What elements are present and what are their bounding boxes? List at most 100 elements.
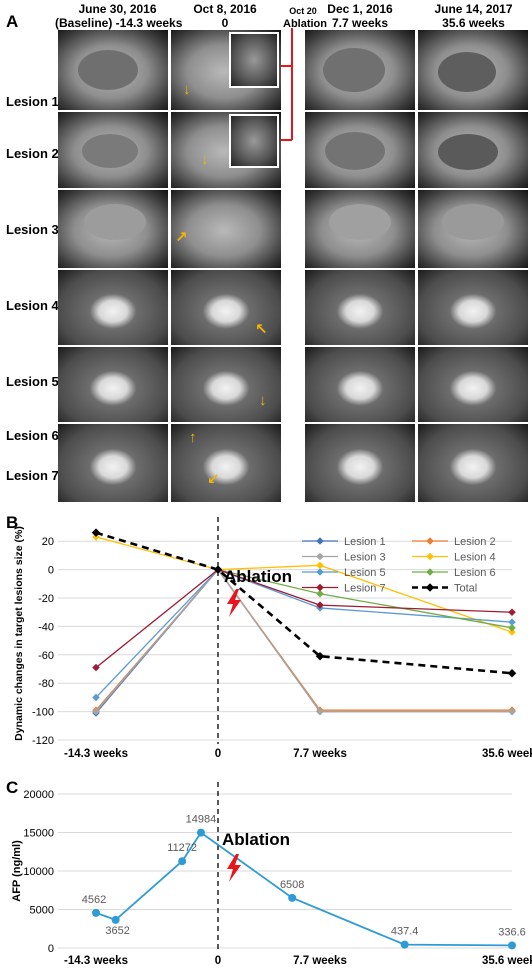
ct-scan-lesion3-oct8: ↗ — [171, 190, 281, 268]
data-point — [91, 528, 101, 538]
data-point — [508, 623, 516, 632]
legend-marker — [316, 537, 324, 545]
data-label: 6508 — [280, 879, 304, 891]
ablation-annotation: Ablation — [224, 567, 292, 586]
yellow-arrow-icon: ↖ — [255, 321, 268, 338]
x-tick-label: 0 — [215, 955, 221, 967]
data-point — [92, 693, 100, 702]
legend-label: Lesion 2 — [454, 536, 496, 548]
column-header-dec1: Dec 1, 2016 7.7 weeks — [305, 2, 415, 30]
y-tick-label: -60 — [38, 650, 54, 662]
data-label: 14984 — [186, 814, 217, 826]
data-point — [508, 941, 516, 950]
row-label-lesion-1: Lesion 1 — [6, 94, 59, 109]
data-point — [288, 893, 297, 902]
column-header-baseline: June 30, 2016 (Baseline) -14.3 weeks — [55, 2, 182, 30]
ct-scan-lesion1-dec1 — [305, 30, 415, 110]
legend-label: Lesion 6 — [454, 567, 496, 579]
column-header-date: Oct 8, 2016 — [193, 2, 257, 16]
series-line-lesion-5 — [95, 568, 513, 698]
data-point — [316, 589, 324, 598]
data-point — [316, 707, 324, 716]
x-tick-label: -14.3 weeks — [64, 748, 128, 760]
y-tick-label: -80 — [38, 678, 54, 690]
y-tick-label: -100 — [32, 707, 54, 719]
ablation-note-date: Oct 20 — [289, 6, 317, 16]
data-point — [508, 707, 516, 716]
x-tick-label: 7.7 weeks — [293, 748, 347, 760]
lesion-size-chart: -120 -100 -80 -60 -40 -20 0 20 Dynamic changes i… — [13, 517, 532, 760]
data-label: 11272 — [167, 842, 197, 854]
column-header-june14: June 14, 2017 35.6 weeks — [417, 2, 530, 30]
column-header-week: 7.7 weeks — [331, 16, 389, 30]
lightning-bolt-icon — [227, 854, 241, 882]
y-tick-label: -120 — [32, 735, 54, 747]
legend-label: Lesion 4 — [454, 552, 496, 564]
column-header-date: Dec 1, 2016 — [327, 2, 393, 16]
ablation-inset-image — [229, 114, 279, 168]
ablation-inset-image — [229, 32, 279, 88]
legend-marker — [316, 568, 324, 576]
ct-scan-lesion3-june14 — [418, 190, 528, 268]
row-label-lesion-3: Lesion 3 — [6, 222, 59, 237]
series-line-lesion-4 — [95, 536, 513, 633]
legend-label: Lesion 3 — [344, 552, 386, 564]
ct-scan-lesion1-baseline — [58, 30, 168, 110]
ablation-annotation: Ablation — [222, 830, 290, 849]
data-point — [316, 561, 324, 570]
lung-scan-lesion67-june14 — [418, 424, 528, 502]
data-point — [178, 857, 187, 866]
yellow-arrow-icon: ↗ — [175, 229, 188, 246]
data-point — [196, 828, 205, 837]
y-tick-label: 10000 — [23, 866, 54, 878]
y-tick-label: -40 — [38, 621, 54, 633]
ct-scan-lesion1-june14 — [418, 30, 528, 110]
data-label: 4562 — [82, 894, 106, 906]
yellow-arrow-icon: ↑ — [189, 429, 197, 446]
data-label: 336.6 — [498, 926, 526, 938]
lung-scan-lesion67-oct8: ↑ ↙ — [171, 424, 281, 502]
column-header-week: 0 — [221, 16, 229, 30]
data-point — [508, 628, 516, 636]
series-line-total — [95, 531, 513, 675]
yellow-arrow-icon: ↓ — [183, 81, 191, 98]
yellow-arrow-icon: ↓ — [201, 151, 209, 168]
lung-scan-lesion67-baseline — [58, 424, 168, 502]
ablation-note: Oct 20 Ablation — [283, 6, 327, 30]
series-line-lesion-1 — [95, 568, 512, 714]
lung-scan-lesion5-june14 — [418, 347, 528, 422]
lung-scan-lesion5-dec1 — [305, 347, 415, 422]
lung-scan-lesion4-oct8: ↖ — [171, 270, 281, 345]
panel-a-letter: A — [6, 12, 19, 31]
y-tick-label: 15000 — [23, 828, 54, 840]
series-line-lesion-3 — [95, 568, 512, 713]
afp-chart: 0 5000 10000 15000 20000 AFP (ng/ml) -14.3 wee… — [11, 782, 532, 967]
y-tick-label: 20000 — [23, 789, 54, 801]
lung-scan-lesion4-baseline — [58, 270, 168, 345]
row-label-lesion-2: Lesion 2 — [6, 146, 59, 161]
yellow-arrow-icon: ↙ — [207, 471, 220, 488]
x-tick-label: -14.3 weeks — [64, 955, 128, 967]
ct-scan-lesion3-dec1 — [305, 190, 415, 268]
ct-scan-lesion2-dec1 — [305, 112, 415, 188]
legend-label: Lesion 7 — [344, 583, 386, 595]
data-point — [111, 915, 120, 924]
y-tick-label: 5000 — [30, 905, 54, 917]
legend-label: Lesion 5 — [344, 567, 386, 579]
data-point — [507, 668, 517, 678]
data-point — [316, 601, 324, 609]
column-header-date: June 14, 2017 — [434, 2, 513, 16]
row-label-lesion-4: Lesion 4 — [6, 298, 59, 313]
y-tick-label: -20 — [38, 593, 54, 605]
panel-b-letter: B — [6, 513, 19, 532]
legend-label: Total — [454, 583, 477, 595]
legend-marker — [426, 568, 434, 576]
data-label: 437.4 — [391, 926, 419, 938]
lung-scan-lesion5-oct8: ↓ — [171, 347, 281, 422]
data-point — [92, 663, 100, 672]
y-axis-label: Dynamic changes in target lesions size (… — [13, 526, 25, 741]
ct-scan-lesion2-baseline — [58, 112, 168, 188]
column-header-oct8: Oct 8, 2016 0 — [170, 2, 280, 30]
x-tick-label: 7.7 weeks — [293, 955, 347, 967]
y-tick-label: 0 — [48, 565, 54, 577]
